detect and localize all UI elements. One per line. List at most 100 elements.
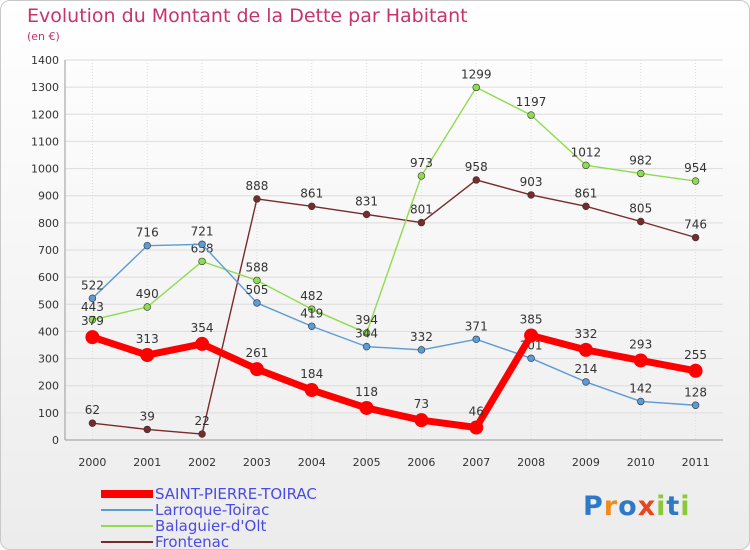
data-point-frontenac xyxy=(253,195,261,203)
x-tick-label: 2009 xyxy=(572,456,600,469)
data-label-frontenac: 22 xyxy=(194,414,209,428)
data-label-larroque-toirac: 214 xyxy=(574,362,597,376)
data-label-balaguier-d-olt: 1299 xyxy=(461,67,492,81)
data-point-saint-pierre-toirac xyxy=(249,362,264,377)
data-label-larroque-toirac: 716 xyxy=(136,226,159,240)
data-label-larroque-toirac: 332 xyxy=(410,330,433,344)
data-point-balaguier-d-olt xyxy=(472,83,480,92)
logo-letter: r xyxy=(603,491,619,522)
data-label-saint-pierre-toirac: 313 xyxy=(136,332,159,346)
data-label-larroque-toirac: 344 xyxy=(355,327,378,341)
x-tick-label: 2000 xyxy=(78,456,106,469)
chart-subtitle: (en €) xyxy=(27,30,60,43)
data-point-balaguier-d-olt xyxy=(143,303,151,311)
data-label-larroque-toirac: 128 xyxy=(684,385,707,399)
x-tick-label: 2003 xyxy=(243,456,271,469)
data-label-frontenac: 801 xyxy=(410,203,433,217)
logo-letter: t xyxy=(666,491,681,522)
data-point-saint-pierre-toirac xyxy=(633,353,648,368)
data-label-larroque-toirac: 419 xyxy=(300,306,323,320)
legend-swatch-larroque-toirac xyxy=(101,509,153,511)
data-point-balaguier-d-olt xyxy=(308,305,316,313)
y-tick-label: 1100 xyxy=(31,135,59,148)
data-point-larroque-toirac xyxy=(417,346,426,354)
data-point-balaguier-d-olt xyxy=(88,316,97,324)
data-label-saint-pierre-toirac: 73 xyxy=(414,397,429,411)
data-label-frontenac: 958 xyxy=(465,160,488,174)
data-point-larroque-toirac xyxy=(198,240,206,249)
data-label-larroque-toirac: 505 xyxy=(245,283,268,297)
y-tick-label: 900 xyxy=(38,190,59,203)
y-tick-label: 1300 xyxy=(31,81,59,94)
data-label-saint-pierre-toirac: 46 xyxy=(469,405,484,419)
data-point-larroque-toirac xyxy=(637,397,645,406)
data-label-frontenac: 39 xyxy=(140,409,155,423)
data-label-saint-pierre-toirac: 379 xyxy=(81,314,104,328)
data-point-larroque-toirac xyxy=(253,299,261,307)
data-point-balaguier-d-olt xyxy=(362,329,371,337)
data-label-frontenac: 888 xyxy=(245,179,268,193)
legend-label-frontenac: Frontenac xyxy=(155,533,230,550)
series-line-saint-pierre-toirac xyxy=(91,332,697,432)
series-line-frontenac xyxy=(92,179,696,435)
legend-swatch-saint-pierre-toirac xyxy=(101,490,153,498)
series-line-larroque-toirac xyxy=(91,243,696,406)
data-label-balaguier-d-olt: 982 xyxy=(629,153,652,167)
data-label-balaguier-d-olt: 954 xyxy=(684,161,707,175)
data-label-saint-pierre-toirac: 332 xyxy=(574,327,597,341)
data-point-frontenac xyxy=(198,430,206,438)
data-point-saint-pierre-toirac xyxy=(688,363,703,378)
data-point-frontenac xyxy=(143,425,151,434)
legend-swatch-frontenac xyxy=(101,541,153,543)
x-tick-label: 2008 xyxy=(517,456,545,469)
data-label-larroque-toirac: 371 xyxy=(465,319,488,333)
data-point-balaguier-d-olt xyxy=(198,257,206,266)
data-label-frontenac: 62 xyxy=(85,403,100,417)
x-tick-label: 2005 xyxy=(353,456,381,469)
x-tick-label: 2002 xyxy=(188,456,216,469)
data-label-saint-pierre-toirac: 255 xyxy=(684,348,707,362)
x-tick-label: 2006 xyxy=(407,456,435,469)
logo-letter: P xyxy=(583,491,604,522)
chart-title: Evolution du Montant de la Dette par Hab… xyxy=(27,5,468,27)
y-tick-label: 200 xyxy=(38,380,59,393)
data-label-saint-pierre-toirac: 261 xyxy=(245,346,268,360)
legend-label-balaguier-d-olt: Balaguier-d'Olt xyxy=(155,517,267,535)
data-point-larroque-toirac xyxy=(691,401,700,409)
data-label-saint-pierre-toirac: 184 xyxy=(300,367,323,381)
data-label-frontenac: 903 xyxy=(520,175,543,189)
data-label-frontenac: 861 xyxy=(300,186,323,200)
data-label-balaguier-d-olt: 1197 xyxy=(516,95,547,109)
y-tick-label: 1000 xyxy=(31,163,59,176)
y-tick-label: 500 xyxy=(38,298,59,311)
x-tick-label: 2010 xyxy=(627,456,655,469)
series-line-balaguier-d-olt xyxy=(92,86,696,334)
data-point-frontenac xyxy=(308,202,316,211)
data-point-saint-pierre-toirac xyxy=(414,413,429,428)
data-point-saint-pierre-toirac xyxy=(140,348,155,363)
data-label-frontenac: 861 xyxy=(574,186,597,200)
data-point-larroque-toirac xyxy=(308,322,316,330)
data-point-saint-pierre-toirac xyxy=(469,420,484,435)
data-label-larroque-toirac: 142 xyxy=(629,381,652,395)
logo-letter: i xyxy=(656,491,667,522)
data-label-larroque-toirac: 721 xyxy=(191,224,214,238)
data-point-frontenac xyxy=(637,217,645,226)
data-point-larroque-toirac xyxy=(362,342,371,351)
data-label-frontenac: 831 xyxy=(355,194,378,208)
data-label-saint-pierre-toirac: 385 xyxy=(520,313,543,327)
data-point-balaguier-d-olt xyxy=(417,172,426,180)
legend-label-larroque-toirac: Larroque-Toirac xyxy=(155,501,270,519)
data-label-balaguier-d-olt: 443 xyxy=(81,300,104,314)
data-label-balaguier-d-olt: 588 xyxy=(245,260,268,274)
data-label-balaguier-d-olt: 394 xyxy=(355,313,378,327)
x-tick-label: 2007 xyxy=(462,456,490,469)
data-label-balaguier-d-olt: 1012 xyxy=(571,145,602,159)
logo-letter: i xyxy=(680,491,691,522)
data-point-frontenac xyxy=(582,202,590,211)
legend-label-saint-pierre-toirac: SAINT-PIERRE-TOIRAC xyxy=(155,485,317,503)
data-point-balaguier-d-olt xyxy=(582,161,590,170)
y-tick-label: 700 xyxy=(38,244,59,257)
